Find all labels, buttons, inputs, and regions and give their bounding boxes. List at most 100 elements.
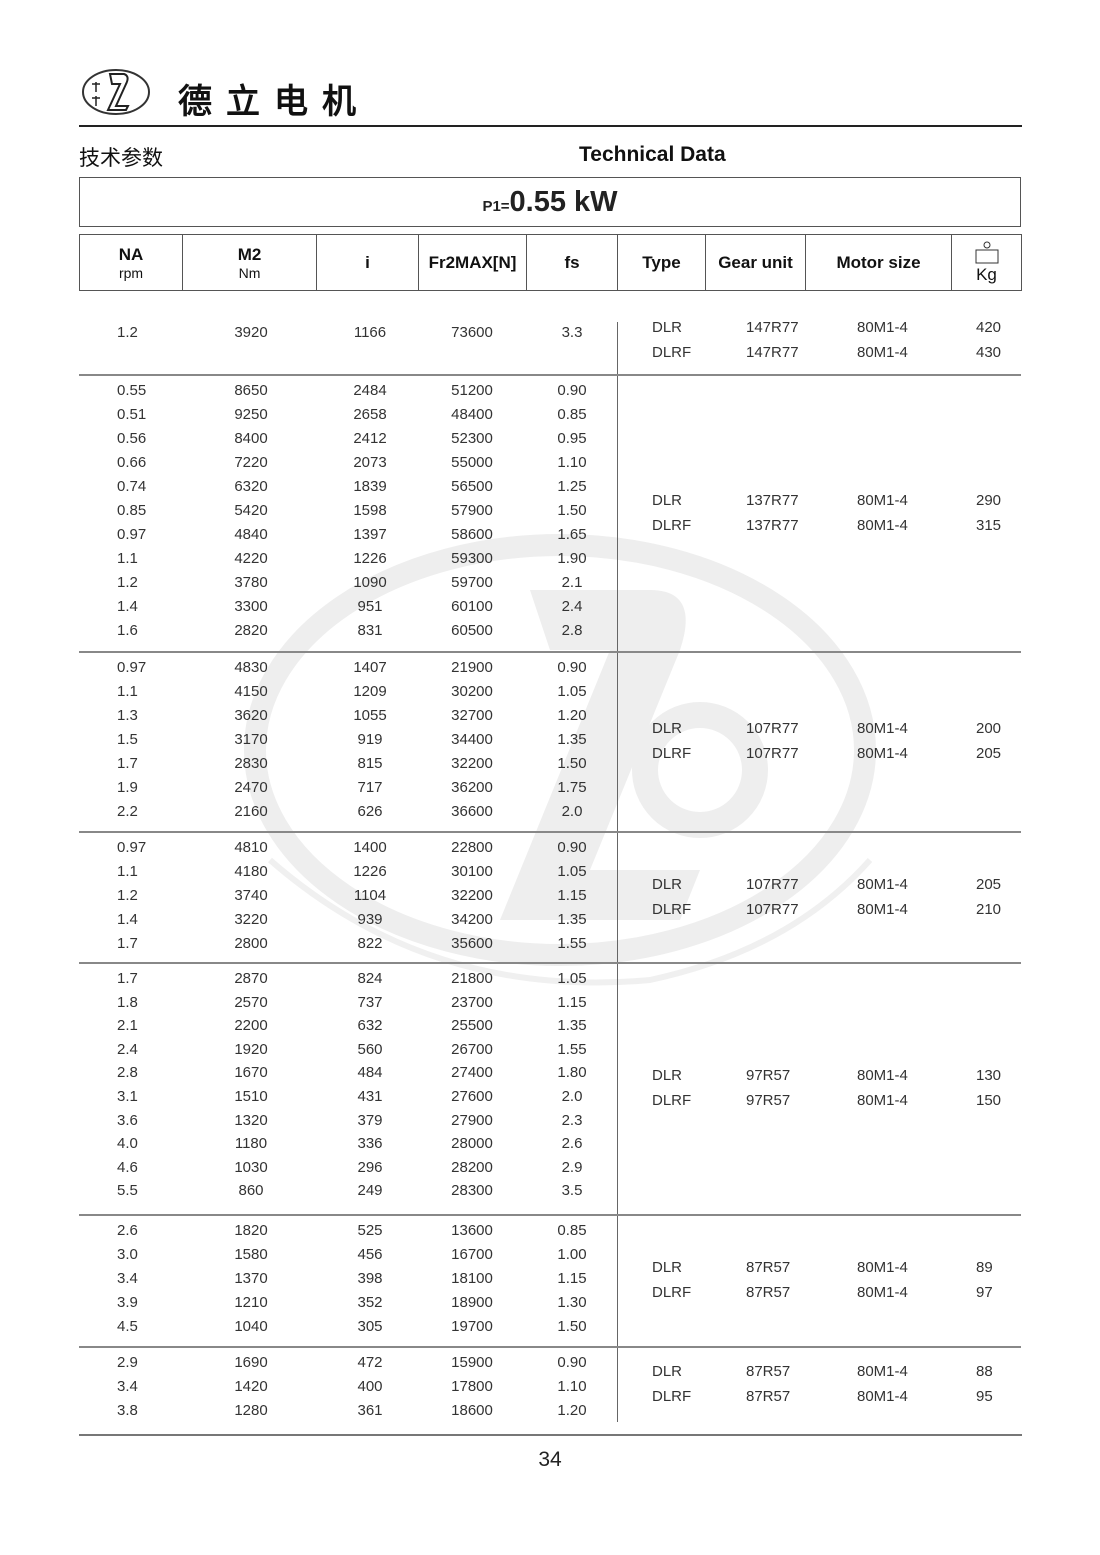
cell-fs: 1.05 — [557, 970, 587, 987]
cell-m2: 2160 — [234, 803, 268, 820]
cell-fs: 1.30 — [557, 1293, 587, 1311]
cell-fr: 35600 — [451, 935, 493, 952]
cell-i: 525 — [357, 1221, 383, 1239]
col-m2: M2 Nm — [183, 235, 317, 290]
cell-na: 1.1 — [117, 683, 138, 700]
cell-fr: 25500 — [451, 1017, 493, 1035]
cell-m2: 3220 — [234, 911, 268, 928]
cell-na: 3.0 — [117, 1245, 138, 1263]
cell-m2: 1510 — [234, 1087, 268, 1105]
cell-fs: 1.50 — [557, 1317, 587, 1335]
cell-i: 831 — [357, 622, 383, 639]
cell-fr: 36600 — [451, 803, 493, 820]
col-fs-label: fs — [564, 252, 580, 272]
table-row: 5.5 860 249 28300 3.5 — [79, 1178, 1021, 1202]
cell-fr: 48400 — [451, 406, 493, 423]
cell-i: 815 — [357, 755, 383, 772]
table-row: 1.9 2470 717 36200 1.75 — [79, 775, 1021, 799]
cell-m2: 4830 — [234, 659, 268, 676]
cell-fs: 1.05 — [557, 863, 587, 880]
cell-fs: 1.15 — [557, 887, 587, 904]
cell-m2: 7220 — [234, 454, 268, 471]
cell-na: 2.8 — [117, 1064, 138, 1082]
cell-i: 400 — [357, 1377, 383, 1395]
cell-i: 1104 — [353, 887, 387, 904]
table-header: NA rpm M2 Nm i Fr2MAX[N] fs Type Gear unit… — [79, 234, 1022, 291]
cell-motor-size: 80M1-4 — [857, 1283, 908, 1301]
cell-fs: 0.90 — [557, 1353, 587, 1371]
cell-m2: 5420 — [234, 502, 268, 519]
cell-fs: 2.6 — [561, 1135, 583, 1153]
cell-motor-size: 80M1-4 — [857, 344, 908, 361]
cell-i: 919 — [357, 731, 383, 748]
cell-fr: 18600 — [451, 1401, 493, 1419]
column-divider — [617, 1347, 618, 1422]
cell-na: 4.0 — [117, 1135, 138, 1153]
cell-na: 2.6 — [117, 1221, 138, 1239]
cell-fr: 73600 — [451, 324, 493, 341]
col-fs: fs — [527, 235, 618, 290]
cell-na: 1.6 — [117, 622, 138, 639]
cell-fs: 3.5 — [561, 1182, 583, 1200]
footer-divider — [79, 1434, 1022, 1436]
cell-fs: 1.05 — [557, 683, 587, 700]
cell-na: 0.97 — [117, 659, 147, 676]
cell-fs: 2.0 — [561, 1087, 583, 1105]
cell-m2: 4150 — [234, 683, 268, 700]
model-group: 1.2 3920 1166 73600 3.3 DLR 147R77 80M1-4 420 DLR… — [79, 316, 1021, 376]
cell-fs: 0.85 — [557, 1221, 587, 1239]
table-row: 3.6 1320 379 27900 2.3 — [79, 1108, 1021, 1132]
cell-fr: 55000 — [451, 454, 493, 471]
cell-motor-size: 80M1-4 — [857, 319, 908, 336]
cell-fs: 1.35 — [557, 1017, 587, 1035]
table-body: 1.2 3920 1166 73600 3.3 DLR 147R77 80M1-4 420 DLR… — [79, 316, 1021, 1422]
cell-na: 3.9 — [117, 1293, 138, 1311]
cell-i: 737 — [357, 993, 383, 1011]
col-m2-label: M2 — [237, 244, 262, 264]
cell-i: 1209 — [353, 683, 387, 700]
page-number: 34 — [538, 1448, 562, 1471]
column-divider — [617, 1215, 618, 1346]
cell-weight: 88 — [976, 1362, 993, 1380]
cell-weight: 200 — [976, 720, 1002, 737]
cell-i: 951 — [357, 598, 383, 615]
cell-type: DLR — [652, 875, 683, 893]
cell-i: 822 — [357, 935, 383, 952]
cell-fr: 51200 — [451, 382, 493, 399]
cell-type: DLR — [652, 1066, 683, 1084]
cell-na: 0.55 — [117, 382, 147, 399]
cell-fs: 3.3 — [561, 324, 583, 341]
cell-na: 4.5 — [117, 1317, 138, 1335]
cell-fr: 27900 — [451, 1111, 493, 1129]
cell-m2: 1920 — [234, 1040, 268, 1058]
table-row: 3.1 1510 431 27600 2.0 — [79, 1084, 1021, 1108]
cell-fs: 1.10 — [557, 454, 587, 471]
cell-motor-size: 80M1-4 — [857, 745, 908, 762]
table-row: 0.66 7220 2073 55000 1.10 — [79, 450, 1021, 474]
unit-row: DLRF 97R57 80M1-4 150 — [617, 1089, 1021, 1114]
cell-fr: 30100 — [451, 863, 493, 880]
column-divider — [617, 964, 618, 1214]
table-row: 0.85 5420 1598 57900 1.50 — [79, 498, 1021, 522]
cell-na: 4.6 — [117, 1158, 138, 1176]
cell-gear-unit: 87R57 — [746, 1283, 791, 1301]
cell-m2: 2830 — [234, 755, 268, 772]
cell-i: 626 — [357, 803, 383, 820]
cell-m2: 8400 — [234, 430, 268, 447]
unit-list: DLR 87R57 80M1-4 89 DLRF 87R57 80M1-4 97 — [617, 1216, 1021, 1346]
cell-fr: 52300 — [451, 430, 493, 447]
cell-fs: 1.55 — [557, 1040, 587, 1058]
cell-fr: 57900 — [451, 502, 493, 519]
cell-fr: 27400 — [451, 1064, 493, 1082]
cell-motor-size: 80M1-4 — [857, 1258, 908, 1276]
table-row: 1.8 2570 737 23700 1.15 — [79, 990, 1021, 1014]
table-row: 1.7 2830 815 32200 1.50 — [79, 751, 1021, 775]
cell-weight: 205 — [976, 875, 1002, 893]
title-english: Technical Data — [579, 143, 726, 166]
table-row: 2.4 1920 560 26700 1.55 — [79, 1037, 1021, 1061]
cell-i: 398 — [357, 1269, 383, 1287]
cell-na: 0.97 — [117, 839, 147, 856]
cell-fs: 0.95 — [557, 430, 587, 447]
cell-fs: 0.90 — [557, 839, 587, 856]
cell-m2: 4840 — [234, 526, 268, 543]
